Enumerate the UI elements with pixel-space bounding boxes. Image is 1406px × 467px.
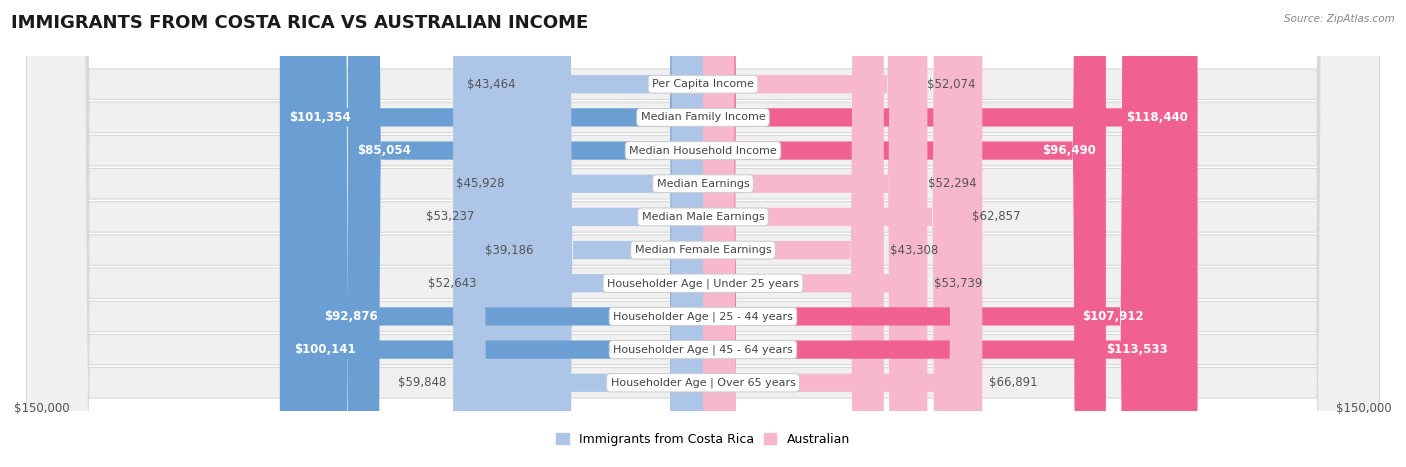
FancyBboxPatch shape	[453, 0, 703, 467]
Text: $92,876: $92,876	[325, 310, 378, 323]
FancyBboxPatch shape	[27, 0, 1379, 467]
Text: Median Family Income: Median Family Income	[641, 113, 765, 122]
FancyBboxPatch shape	[27, 0, 1379, 467]
Text: $107,912: $107,912	[1083, 310, 1144, 323]
FancyBboxPatch shape	[703, 0, 921, 467]
FancyBboxPatch shape	[540, 0, 703, 467]
Text: $52,074: $52,074	[927, 78, 976, 91]
FancyBboxPatch shape	[27, 0, 1379, 467]
Text: Source: ZipAtlas.com: Source: ZipAtlas.com	[1284, 14, 1395, 24]
Text: Per Capita Income: Per Capita Income	[652, 79, 754, 89]
FancyBboxPatch shape	[512, 0, 703, 467]
Text: $52,294: $52,294	[928, 177, 976, 190]
FancyBboxPatch shape	[522, 0, 703, 467]
Text: $96,490: $96,490	[1043, 144, 1097, 157]
Text: $100,141: $100,141	[294, 343, 356, 356]
Text: Median Male Earnings: Median Male Earnings	[641, 212, 765, 222]
Text: $113,533: $113,533	[1107, 343, 1167, 356]
Text: $85,054: $85,054	[357, 144, 411, 157]
Text: Householder Age | 45 - 64 years: Householder Age | 45 - 64 years	[613, 344, 793, 355]
FancyBboxPatch shape	[27, 0, 1379, 467]
Text: Householder Age | 25 - 44 years: Householder Age | 25 - 44 years	[613, 311, 793, 322]
FancyBboxPatch shape	[27, 0, 1379, 467]
Text: Median Household Income: Median Household Income	[628, 146, 778, 156]
Text: Median Earnings: Median Earnings	[657, 179, 749, 189]
FancyBboxPatch shape	[703, 0, 1107, 467]
Text: $45,928: $45,928	[457, 177, 505, 190]
Text: $62,857: $62,857	[972, 211, 1021, 223]
Text: $53,237: $53,237	[426, 211, 474, 223]
Text: $59,848: $59,848	[398, 376, 447, 389]
FancyBboxPatch shape	[484, 0, 703, 467]
FancyBboxPatch shape	[285, 0, 703, 467]
Text: $118,440: $118,440	[1126, 111, 1188, 124]
Legend: Immigrants from Costa Rica, Australian: Immigrants from Costa Rica, Australian	[551, 428, 855, 451]
FancyBboxPatch shape	[703, 0, 983, 467]
FancyBboxPatch shape	[703, 0, 921, 467]
FancyBboxPatch shape	[703, 0, 1198, 467]
Text: $150,000: $150,000	[1336, 402, 1392, 415]
FancyBboxPatch shape	[315, 0, 703, 467]
Text: Householder Age | Under 25 years: Householder Age | Under 25 years	[607, 278, 799, 289]
FancyBboxPatch shape	[481, 0, 703, 467]
Text: $39,186: $39,186	[485, 244, 533, 256]
FancyBboxPatch shape	[27, 0, 1379, 467]
Text: $43,464: $43,464	[467, 78, 515, 91]
Text: $101,354: $101,354	[290, 111, 352, 124]
FancyBboxPatch shape	[280, 0, 703, 467]
Text: IMMIGRANTS FROM COSTA RICA VS AUSTRALIAN INCOME: IMMIGRANTS FROM COSTA RICA VS AUSTRALIAN…	[11, 14, 589, 32]
Text: $43,308: $43,308	[890, 244, 938, 256]
FancyBboxPatch shape	[27, 0, 1379, 467]
FancyBboxPatch shape	[703, 0, 884, 467]
Text: $66,891: $66,891	[988, 376, 1038, 389]
FancyBboxPatch shape	[27, 0, 1379, 467]
FancyBboxPatch shape	[703, 0, 928, 467]
Text: $53,739: $53,739	[934, 277, 981, 290]
Text: $52,643: $52,643	[429, 277, 477, 290]
FancyBboxPatch shape	[27, 0, 1379, 467]
FancyBboxPatch shape	[347, 0, 703, 467]
FancyBboxPatch shape	[703, 0, 966, 467]
Text: Householder Age | Over 65 years: Householder Age | Over 65 years	[610, 377, 796, 388]
FancyBboxPatch shape	[703, 0, 1177, 467]
FancyBboxPatch shape	[27, 0, 1379, 467]
FancyBboxPatch shape	[703, 0, 1153, 467]
Text: $150,000: $150,000	[14, 402, 70, 415]
Text: Median Female Earnings: Median Female Earnings	[634, 245, 772, 255]
